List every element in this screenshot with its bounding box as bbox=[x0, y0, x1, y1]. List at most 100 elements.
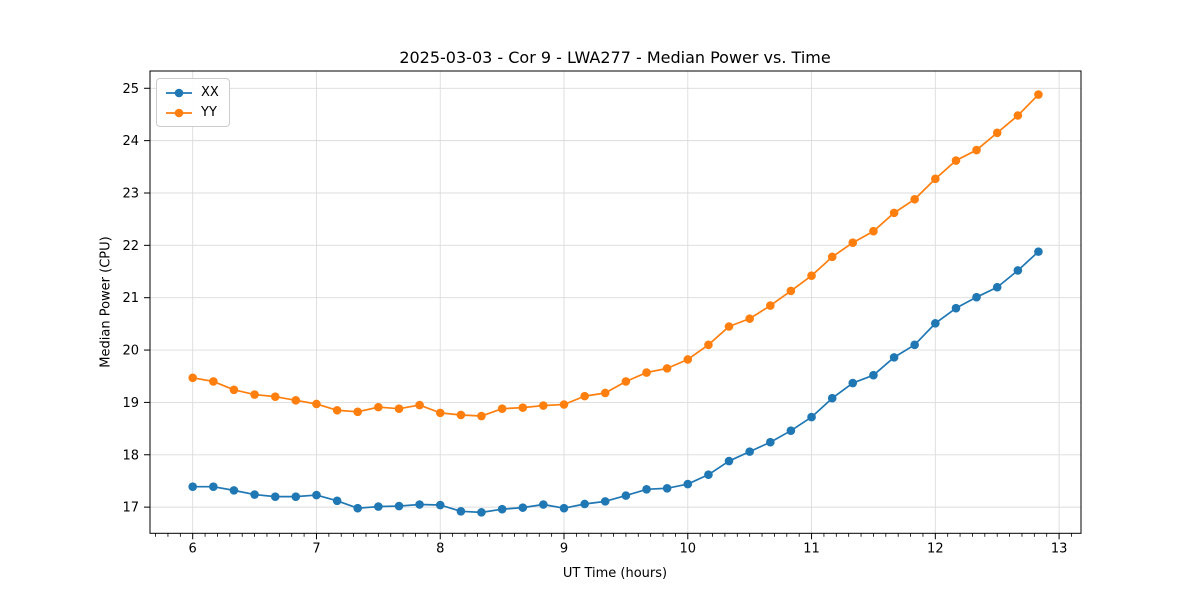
legend-item-xx: XX bbox=[164, 84, 219, 101]
data-point-yy bbox=[394, 404, 404, 413]
x-tick-label: 12 bbox=[927, 541, 944, 556]
data-point-xx bbox=[683, 479, 693, 489]
data-point-xx bbox=[951, 303, 961, 313]
data-point-xx bbox=[1013, 266, 1023, 275]
data-point-yy bbox=[497, 404, 507, 413]
data-point-yy bbox=[374, 402, 383, 412]
data-point-xx bbox=[931, 319, 940, 328]
data-point-xx bbox=[972, 292, 981, 302]
legend-marker-xx-icon bbox=[166, 88, 192, 97]
legend-label-xx: XX bbox=[201, 85, 219, 100]
data-point-xx bbox=[559, 503, 569, 513]
x-tick-label: 10 bbox=[680, 541, 697, 556]
data-point-xx bbox=[1034, 247, 1043, 256]
data-point-yy bbox=[704, 340, 713, 350]
data-point-xx bbox=[621, 491, 631, 500]
x-tick-label: 6 bbox=[189, 541, 197, 556]
legend: XX YY bbox=[156, 78, 230, 127]
data-point-yy bbox=[518, 403, 528, 412]
data-point-xx bbox=[456, 507, 466, 516]
data-point-xx bbox=[394, 501, 404, 511]
y-tick-label: 17 bbox=[122, 501, 139, 516]
x-tick-label: 8 bbox=[436, 541, 444, 556]
data-point-xx bbox=[518, 503, 528, 512]
data-point-xx bbox=[229, 486, 239, 495]
y-tick-label: 25 bbox=[122, 82, 139, 97]
series-line-xx bbox=[191, 250, 1040, 514]
data-point-yy bbox=[992, 128, 1002, 138]
data-point-yy bbox=[827, 252, 837, 262]
data-point-xx bbox=[600, 497, 610, 506]
data-point-xx bbox=[332, 496, 342, 506]
data-point-yy bbox=[910, 194, 919, 204]
data-point-yy bbox=[353, 407, 362, 417]
x-tick-label: 7 bbox=[312, 541, 320, 556]
data-point-yy bbox=[188, 373, 198, 383]
data-point-yy bbox=[209, 377, 218, 386]
data-point-xx bbox=[250, 490, 259, 499]
data-point-yy bbox=[291, 396, 301, 405]
legend-item-yy: YY bbox=[164, 104, 219, 121]
data-point-yy bbox=[807, 271, 816, 281]
data-point-xx bbox=[724, 456, 734, 466]
data-point-xx bbox=[209, 482, 218, 492]
data-point-yy bbox=[931, 174, 940, 184]
data-point-xx bbox=[353, 503, 362, 513]
data-point-yy bbox=[580, 391, 589, 401]
y-axis-label: Median Power (CPU) bbox=[98, 236, 114, 368]
data-point-xx bbox=[662, 483, 672, 493]
data-point-yy bbox=[972, 145, 981, 155]
data-point-yy bbox=[889, 208, 899, 218]
data-point-yy bbox=[662, 364, 672, 373]
data-point-yy bbox=[559, 400, 569, 409]
y-tick-label: 21 bbox=[122, 291, 139, 306]
data-point-yy bbox=[415, 400, 424, 410]
data-point-yy bbox=[332, 405, 342, 415]
y-tick-label: 24 bbox=[122, 134, 139, 149]
data-point-yy bbox=[600, 388, 610, 398]
data-point-yy bbox=[786, 286, 796, 296]
data-point-xx bbox=[869, 370, 878, 380]
data-point-xx bbox=[745, 447, 754, 456]
data-point-xx bbox=[642, 485, 651, 494]
y-tick-label: 20 bbox=[122, 344, 139, 359]
series-line-yy bbox=[191, 93, 1040, 417]
data-point-yy bbox=[270, 392, 280, 401]
y-tick-label: 19 bbox=[122, 396, 139, 411]
data-point-yy bbox=[683, 355, 693, 364]
data-point-yy bbox=[869, 226, 878, 236]
y-tick-label: 18 bbox=[122, 448, 139, 463]
data-point-xx bbox=[827, 393, 837, 403]
data-point-yy bbox=[435, 408, 445, 418]
data-point-xx bbox=[497, 504, 507, 514]
data-point-xx bbox=[415, 500, 424, 509]
x-tick-label: 11 bbox=[803, 541, 820, 556]
x-tick-label: 9 bbox=[560, 541, 568, 556]
legend-marker-yy-icon bbox=[166, 108, 192, 117]
x-axis-label: UT Time (hours) bbox=[562, 566, 668, 581]
data-point-yy bbox=[724, 322, 734, 331]
data-point-yy bbox=[621, 377, 631, 386]
data-point-xx bbox=[539, 500, 548, 509]
data-point-xx bbox=[188, 482, 198, 492]
data-point-xx bbox=[291, 492, 301, 501]
data-point-xx bbox=[848, 378, 858, 388]
data-point-yy bbox=[456, 410, 466, 420]
data-point-yy bbox=[848, 238, 858, 248]
plot-frame bbox=[149, 70, 1082, 534]
data-point-xx bbox=[766, 437, 775, 447]
data-point-yy bbox=[951, 156, 961, 165]
data-point-yy bbox=[539, 401, 548, 410]
data-point-xx bbox=[992, 282, 1002, 292]
data-point-yy bbox=[1034, 90, 1043, 99]
data-point-yy bbox=[477, 411, 486, 421]
chart-title: 2025-03-03 - Cor 9 - LWA277 - Median Pow… bbox=[399, 48, 831, 67]
data-point-yy bbox=[642, 368, 651, 377]
data-point-xx bbox=[374, 502, 383, 511]
data-point-yy bbox=[312, 399, 321, 409]
data-point-yy bbox=[1013, 111, 1023, 120]
data-point-xx bbox=[477, 508, 486, 517]
data-point-xx bbox=[435, 500, 445, 510]
